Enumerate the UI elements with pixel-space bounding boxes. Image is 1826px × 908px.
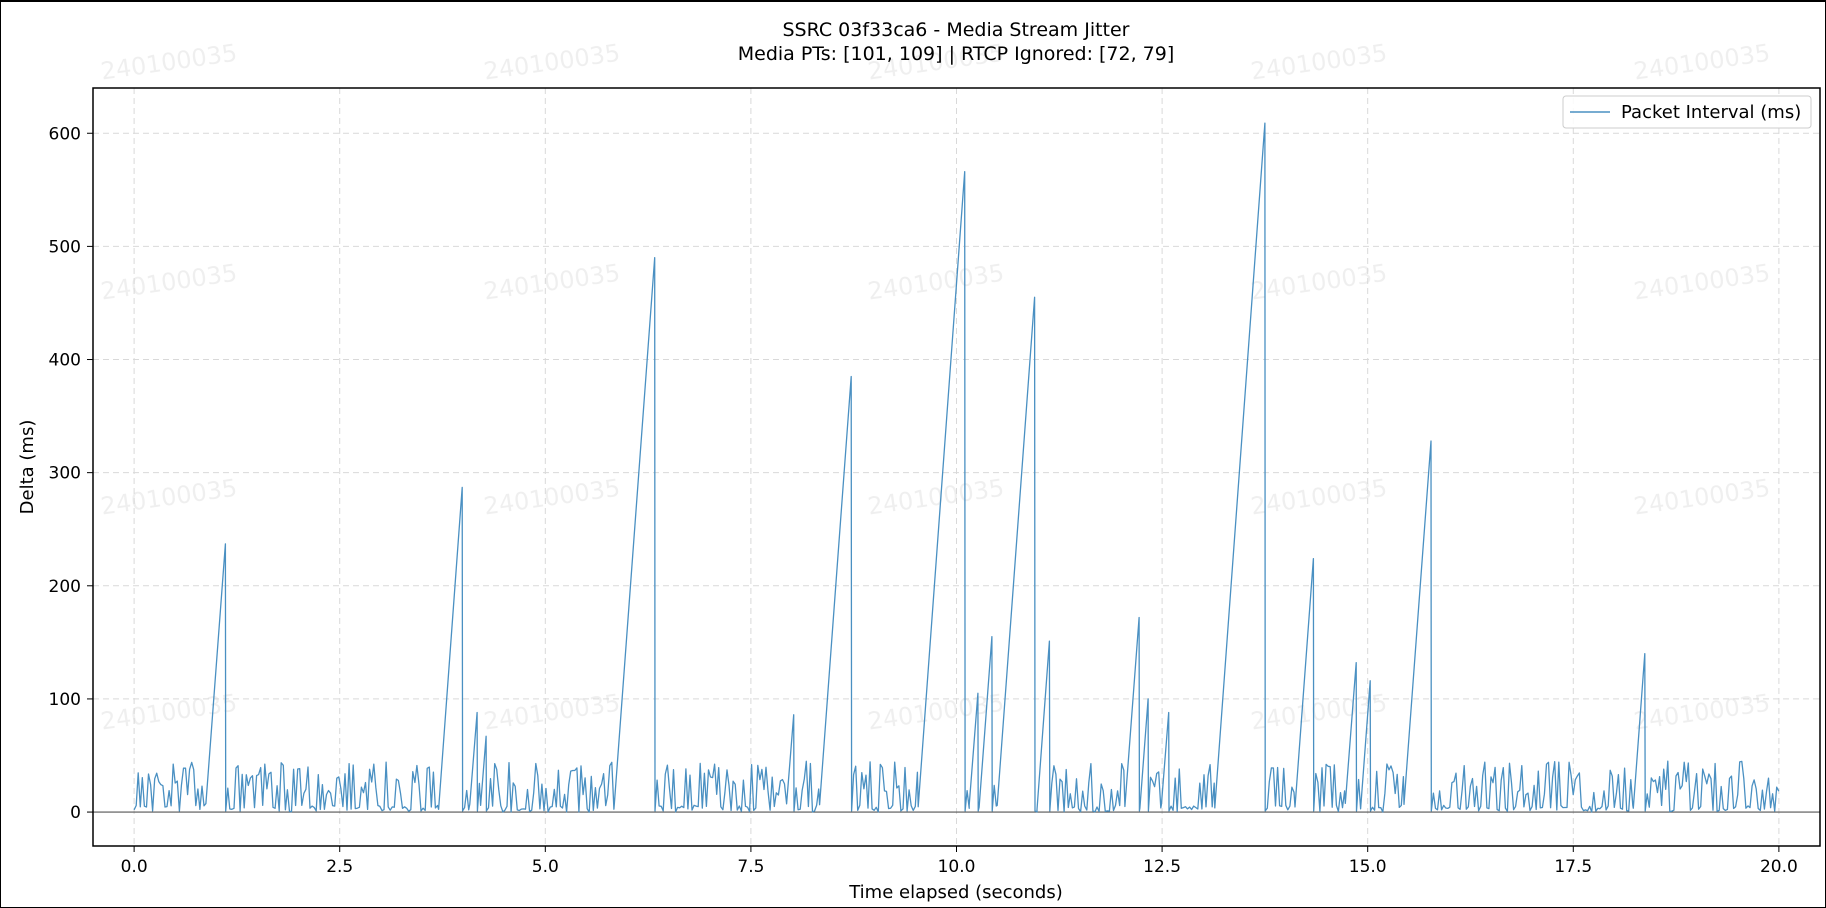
watermark-text: 240100035 [1632, 474, 1772, 521]
watermark-text: 240100035 [99, 259, 239, 306]
y-tick-label: 0 [70, 803, 81, 823]
grid-lines [93, 88, 1820, 846]
watermark-layer: 240100035 240100035 240100035 240100035 2401… [99, 39, 1772, 736]
y-tick-label: 400 [49, 351, 81, 371]
x-axis-label: Time elapsed (seconds) [848, 882, 1063, 903]
watermark-text: 240100035 [1632, 259, 1772, 306]
legend: Packet Interval (ms) [1562, 95, 1812, 129]
y-axis-label: Delta (ms) [17, 420, 38, 515]
watermark-text: 240100035 [99, 689, 239, 736]
x-tick-label: 10.0 [938, 857, 976, 877]
chart-subtitle: Media PTs: [101, 109] | RTCP Ignored: [7… [738, 43, 1175, 65]
series-group [133, 122, 1780, 813]
chart-title: SSRC 03f33ca6 - Media Stream Jitter [782, 19, 1129, 41]
x-axis-ticks: 0.0 2.5 5.0 7.5 10.0 12.5 15.0 17.5 20.0 [121, 846, 1798, 877]
x-tick-label: 15.0 [1349, 857, 1387, 877]
x-tick-label: 0.0 [121, 857, 148, 877]
y-tick-label: 200 [49, 577, 81, 597]
watermark-text: 240100035 [482, 689, 622, 736]
y-tick-label: 600 [49, 124, 81, 144]
y-tick-label: 300 [49, 464, 81, 484]
y-axis-ticks: 0 100 200 300 400 500 600 [49, 124, 93, 823]
watermark-text: 240100035 [1632, 39, 1772, 86]
y-tick-label: 500 [49, 237, 81, 257]
watermark-text: 240100035 [866, 474, 1006, 521]
legend-box [1562, 95, 1812, 129]
legend-entry-packet-interval: Packet Interval (ms) [1621, 102, 1801, 123]
y-tick-label: 100 [49, 690, 81, 710]
watermark-text: 240100035 [1632, 689, 1772, 736]
x-tick-label: 17.5 [1554, 857, 1592, 877]
watermark-text: 240100035 [866, 259, 1006, 306]
watermark-text: 240100035 [99, 474, 239, 521]
series-line-packet-interval [133, 122, 1780, 813]
x-tick-label: 2.5 [326, 857, 353, 877]
watermark-text: 240100035 [482, 39, 622, 86]
x-tick-label: 12.5 [1143, 857, 1181, 877]
watermark-text: 240100035 [482, 259, 622, 306]
watermark-text: 240100035 [1249, 39, 1389, 86]
watermark-text: 240100035 [99, 39, 239, 86]
x-tick-label: 5.0 [532, 857, 559, 877]
x-tick-label: 20.0 [1760, 857, 1798, 877]
watermark-text: 240100035 [482, 474, 622, 521]
x-tick-label: 7.5 [737, 857, 764, 877]
